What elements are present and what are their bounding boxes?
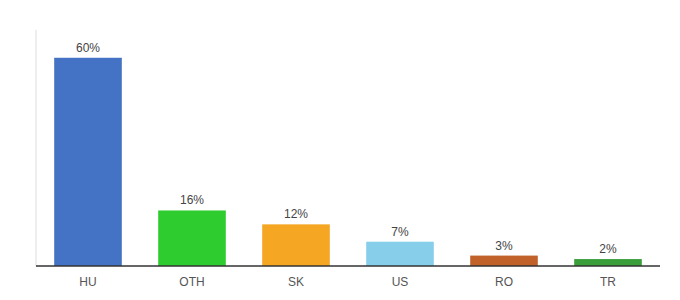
bar xyxy=(262,224,330,266)
data-label: 2% xyxy=(599,242,617,256)
chart-container: 60% 16% 12% 7% 3% 2% HU OTH SK US RO TR xyxy=(0,0,680,300)
x-tick-label: SK xyxy=(288,275,304,289)
bar xyxy=(366,242,434,266)
x-tick-label: TR xyxy=(600,275,616,289)
data-label: 60% xyxy=(76,41,100,55)
bar xyxy=(54,58,122,266)
data-label: 16% xyxy=(180,193,204,207)
x-tick-label: HU xyxy=(79,275,96,289)
data-labels: 60% 16% 12% 7% 3% 2% xyxy=(76,41,617,256)
x-tick-labels: HU OTH SK US RO TR xyxy=(79,275,616,289)
bar xyxy=(574,259,642,266)
data-label: 7% xyxy=(391,225,409,239)
x-tick-label: RO xyxy=(495,275,513,289)
bar xyxy=(470,256,538,266)
data-label: 12% xyxy=(284,207,308,221)
page: {"chart_data": {"type": "bar", "categori… xyxy=(0,0,680,300)
bar xyxy=(158,210,226,266)
x-axis-line xyxy=(36,265,660,267)
y-axis-line xyxy=(36,30,37,266)
x-tick-label: OTH xyxy=(179,275,204,289)
x-tick-label: US xyxy=(392,275,409,289)
bars xyxy=(54,58,642,266)
data-label: 3% xyxy=(495,239,513,253)
chart: 60% 16% 12% 7% 3% 2% HU OTH SK US RO TR xyxy=(0,0,680,300)
